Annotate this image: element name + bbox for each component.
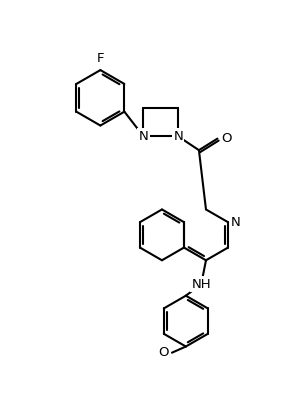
Text: N: N bbox=[139, 130, 148, 143]
Text: N: N bbox=[230, 216, 240, 229]
Text: F: F bbox=[97, 53, 104, 65]
Text: NH: NH bbox=[192, 278, 211, 291]
Text: N: N bbox=[173, 130, 183, 143]
Text: O: O bbox=[158, 346, 169, 359]
Text: O: O bbox=[221, 132, 232, 145]
